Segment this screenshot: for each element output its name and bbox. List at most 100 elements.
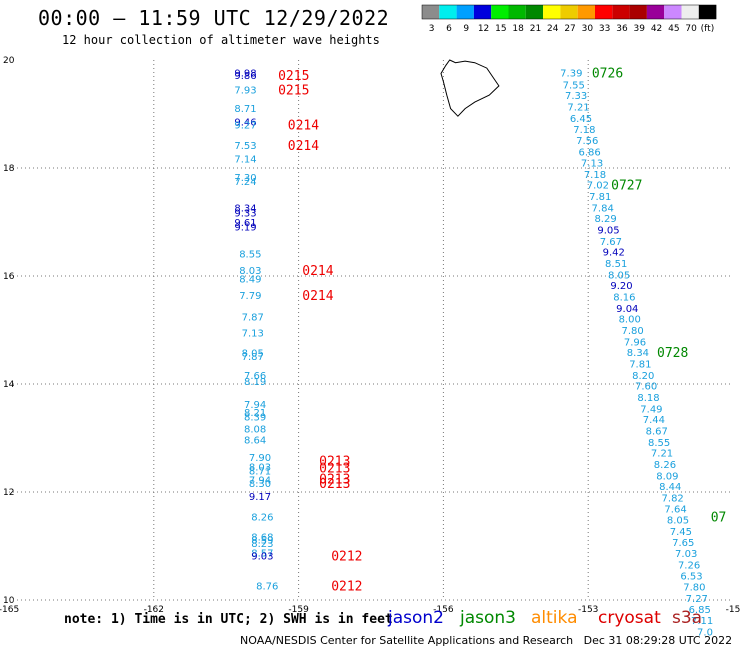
wave-height-value: 7.13 (242, 329, 264, 340)
pass-time-label: 0214 (302, 289, 333, 304)
wave-height-value: 7.02 (587, 181, 609, 192)
wave-height-value: 8.57 (251, 548, 273, 559)
wave-height-value: 7.55 (563, 80, 585, 91)
legend-tick-label: 12 (478, 24, 489, 34)
pass-time-label: 0214 (288, 139, 319, 154)
legend-swatch (439, 5, 457, 19)
wave-height-value: 7.82 (662, 493, 684, 504)
wave-height-value: 8.16 (613, 293, 635, 304)
legend-unit-label: (ft) (701, 24, 715, 34)
wave-height-value: 8.49 (239, 275, 261, 286)
wave-height-value: 6.53 (680, 572, 702, 583)
wave-height-value: 8.05 (242, 349, 264, 360)
wave-height-value: 7.79 (239, 291, 261, 302)
legend-swatch (560, 5, 578, 19)
legend-swatch (612, 5, 630, 19)
wave-height-value: 8.18 (637, 393, 659, 404)
wave-height-value: 7.94 (244, 400, 266, 411)
wave-height-value: 7.44 (643, 415, 665, 426)
y-tick-label: 12 (3, 488, 14, 498)
y-tick-label: 20 (3, 56, 15, 66)
wave-height-value: 8.09 (656, 471, 678, 482)
legend-altika: altika (531, 608, 578, 628)
color-scale-legend: 3 6 9 12 15 18 21 24 27 30 33 36 39 42 45 70 (ft) (421, 4, 717, 34)
pass-time-label: 0213 (319, 473, 350, 488)
wave-height-value: 7.84 (592, 203, 614, 214)
wave-height-value: 9.05 (597, 226, 619, 237)
wave-height-value: 8.21 (244, 408, 266, 419)
legend-swatch (491, 5, 509, 19)
wave-height-value: 7.93 (234, 86, 256, 97)
wave-height-value: 7.87 (242, 313, 264, 324)
wave-height-value: 7.03 (675, 549, 697, 560)
wave-height-value: 9.04 (616, 304, 638, 315)
pass-time-label: 0215 (278, 84, 309, 99)
pass-time-label: 07 (711, 510, 727, 525)
legend-swatch (681, 5, 699, 19)
wave-height-value: 6.86 (579, 147, 601, 158)
wave-height-value: 7.64 (664, 505, 686, 516)
wave-height-value: 9.03 (251, 552, 273, 563)
wave-height-value: 7.67 (600, 237, 622, 248)
wave-height-value: 8.05 (608, 270, 630, 281)
wave-height-value: 8.44 (659, 482, 681, 493)
wave-height-value: 8.29 (594, 214, 616, 225)
pass-time-label: 0212 (331, 579, 362, 594)
legend-swatch (508, 5, 526, 19)
pass-time-label: 0214 (302, 264, 333, 279)
wave-height-value: 7.18 (584, 170, 606, 181)
wave-height-value: 8.23 (251, 539, 273, 550)
pass-time-label: 0726 (592, 66, 623, 81)
island-outline (440, 59, 500, 117)
wave-height-value: 7.45 (670, 527, 692, 538)
wave-height-value: 9.86 (234, 71, 256, 82)
wave-height-value: 7.81 (589, 192, 611, 203)
wave-height-value: 7.39 (560, 68, 582, 79)
legend-swatch (698, 5, 717, 19)
wave-height-value: 7.26 (678, 560, 700, 571)
wave-height-value: 7.56 (576, 136, 598, 147)
wave-height-value: 8.59 (251, 536, 273, 547)
wave-height-value: 7.0 (697, 627, 713, 638)
wave-height-value: 7.11 (691, 616, 713, 627)
wave-height-value: 6.85 (689, 605, 711, 616)
y-tick-label: 14 (3, 380, 15, 390)
wave-height-value: 8.55 (648, 438, 670, 449)
wave-height-value: 9.98 (234, 68, 256, 79)
wave-height-value: 7.24 (234, 177, 256, 188)
y-tick-label: 18 (3, 164, 15, 174)
wave-height-value: 7.49 (640, 404, 662, 415)
wave-height-value: 7.94 (249, 476, 271, 487)
wave-height-value: 8.71 (234, 104, 256, 115)
wave-height-value: 7.65 (672, 538, 694, 549)
wave-height-value: 8.34 (234, 203, 256, 214)
wave-height-value: 7.60 (635, 382, 657, 393)
legend-jason3: jason3 (460, 608, 516, 628)
pass-time-label: 0214 (288, 118, 319, 133)
wave-height-value: 8.76 (256, 581, 278, 592)
wave-height-value: 8.30 (249, 479, 271, 490)
legend-swatch (629, 5, 647, 19)
x-tick-label: -159 (288, 605, 309, 615)
legend-tick-label: 24 (547, 24, 559, 34)
wave-height-value: 8.05 (667, 516, 689, 527)
legend-tick-label: 30 (582, 24, 594, 34)
legend-tick-label: 6 (446, 24, 452, 34)
wave-height-value: 7.21 (651, 449, 673, 460)
wave-height-value: 7.81 (629, 359, 651, 370)
wave-height-value: 8.67 (646, 426, 668, 437)
wave-height-value: 8.08 (244, 424, 266, 435)
legend-s3a: s3a (672, 608, 703, 628)
wave-height-value: 9.46 (234, 118, 256, 129)
wave-height-value: 9.42 (603, 248, 625, 259)
legend-tick-label: 9 (463, 24, 469, 34)
wave-height-value: 9.61 (234, 218, 256, 229)
wave-height-value: 8.03 (249, 463, 271, 474)
wave-height-value: 8.34 (627, 348, 649, 359)
wave-height-value: 7.18 (573, 125, 595, 136)
legend-tick-label: 3 (429, 24, 435, 34)
legend-tick-label: 21 (530, 24, 541, 34)
wave-height-value: 7.21 (567, 102, 589, 113)
legend-tick-label: 39 (634, 24, 646, 34)
